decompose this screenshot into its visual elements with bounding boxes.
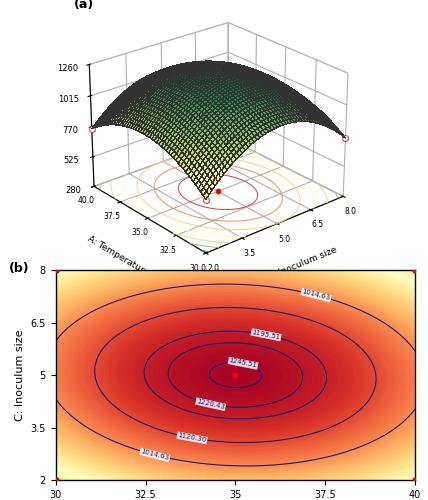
Text: 1195.51: 1195.51: [251, 329, 281, 340]
Text: 1245.51: 1245.51: [229, 358, 258, 369]
Text: 1014.63: 1014.63: [301, 288, 331, 302]
X-axis label: C: Inoculum size: C: Inoculum size: [267, 246, 339, 282]
Y-axis label: A: Temperature: A: Temperature: [86, 234, 150, 277]
Text: 1014.63: 1014.63: [140, 448, 169, 462]
Y-axis label: C: Inoculum size: C: Inoculum size: [15, 329, 25, 421]
Text: 1120.30: 1120.30: [177, 432, 207, 444]
Text: (a): (a): [74, 0, 94, 11]
Text: 1220.43: 1220.43: [196, 398, 226, 410]
Text: (b): (b): [9, 262, 30, 274]
